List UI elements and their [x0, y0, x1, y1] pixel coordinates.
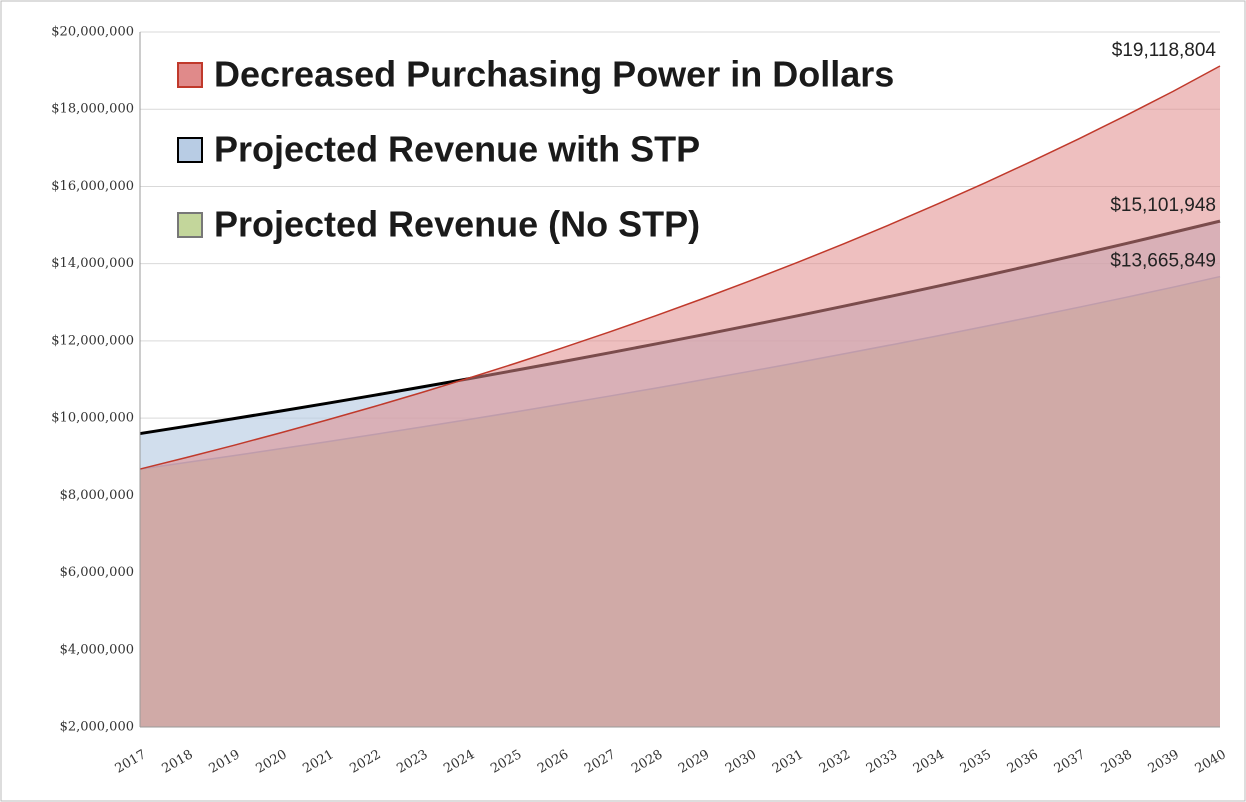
y-tick-label: $12,000,000: [51, 333, 134, 348]
y-tick-label: $4,000,000: [60, 642, 134, 657]
y-tick-label: $20,000,000: [51, 25, 134, 40]
legend-label: Projected Revenue with STP: [214, 129, 700, 170]
value-label: $15,101,948: [1110, 195, 1216, 216]
y-tick-label: $14,000,000: [51, 256, 134, 271]
y-tick-label: $2,000,000: [60, 720, 134, 735]
y-tick-label: $10,000,000: [51, 411, 134, 426]
area-fill: [140, 66, 1220, 728]
area-line: [139, 65, 1221, 470]
y-tick-label: $6,000,000: [60, 565, 134, 580]
legend-swatch: [177, 137, 203, 163]
y-tick-label: $8,000,000: [60, 488, 134, 503]
value-label: $13,665,849: [1110, 251, 1216, 272]
legend-label: Decreased Purchasing Power in Dollars: [214, 54, 894, 95]
legend-swatch: [177, 62, 203, 88]
y-tick-label: $18,000,000: [51, 102, 134, 117]
value-label: $19,118,804: [1112, 40, 1217, 61]
legend-label: Projected Revenue (No STP): [214, 204, 700, 245]
y-tick-label: $16,000,000: [51, 179, 134, 194]
legend-swatch: [177, 212, 203, 238]
